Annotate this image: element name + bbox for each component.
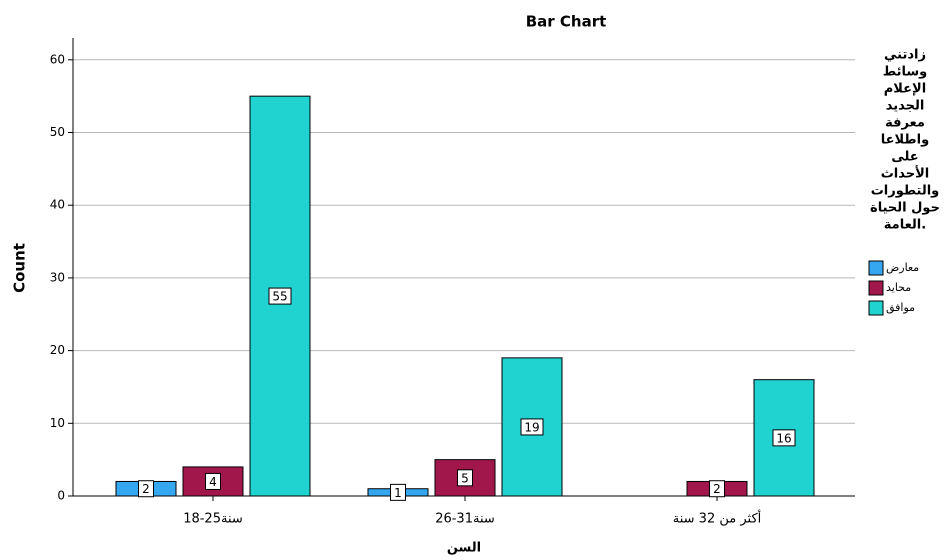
value-label-box xyxy=(457,469,473,487)
legend-title: زادتني xyxy=(884,48,926,63)
value-label: 5 xyxy=(461,471,469,485)
legend-title: على xyxy=(891,150,918,165)
legend-label: محايد xyxy=(886,281,911,294)
value-label-box xyxy=(390,483,406,501)
value-label-box xyxy=(709,480,725,498)
value-label: 55 xyxy=(272,290,287,304)
chart-title: Bar Chart xyxy=(526,13,607,31)
legend-title: واطلاعا xyxy=(881,133,929,148)
y-tick-label: 20 xyxy=(50,343,65,357)
legend-title: الأحداث xyxy=(881,165,930,182)
legend-title: العامة. xyxy=(884,218,926,233)
legend-title: معرفة xyxy=(885,116,925,131)
legend-title: الجديد xyxy=(886,99,925,114)
value-label: 16 xyxy=(776,431,791,445)
y-tick-label: 60 xyxy=(50,52,65,66)
value-label-box xyxy=(772,429,796,447)
x-tick-label: 26-31سنة xyxy=(435,512,495,527)
y-axis-label: Count xyxy=(11,243,29,293)
legend-title: حول الحياة xyxy=(870,201,940,216)
legend-swatch xyxy=(868,260,884,276)
value-label-box xyxy=(520,418,544,436)
value-label: 19 xyxy=(524,420,539,434)
legend-label: موافق xyxy=(886,301,915,315)
value-label: 2 xyxy=(142,482,150,496)
legend-title: والتطورات xyxy=(871,184,940,199)
value-label: 1 xyxy=(394,486,402,500)
legend-title: الإعلام xyxy=(884,82,926,97)
value-label-box xyxy=(138,480,154,498)
legend-swatch xyxy=(868,280,884,296)
value-label-box xyxy=(268,287,292,305)
legend-title: وسائط xyxy=(883,65,928,80)
value-label-box xyxy=(205,472,221,490)
y-tick-label: 50 xyxy=(50,125,65,139)
x-tick-label: 18-25سنة xyxy=(183,512,243,527)
value-label: 2 xyxy=(713,482,721,496)
value-label: 4 xyxy=(209,475,217,489)
y-tick-label: 40 xyxy=(50,198,65,212)
y-tick-label: 30 xyxy=(50,270,65,284)
legend-label: معارض xyxy=(886,261,919,274)
legend-swatch xyxy=(868,300,884,316)
x-tick-label: أكثر من 32 سنة xyxy=(673,510,762,527)
y-tick-label: 10 xyxy=(50,416,65,430)
y-tick-label: 0 xyxy=(57,489,65,503)
x-axis-label: السن xyxy=(447,541,481,556)
